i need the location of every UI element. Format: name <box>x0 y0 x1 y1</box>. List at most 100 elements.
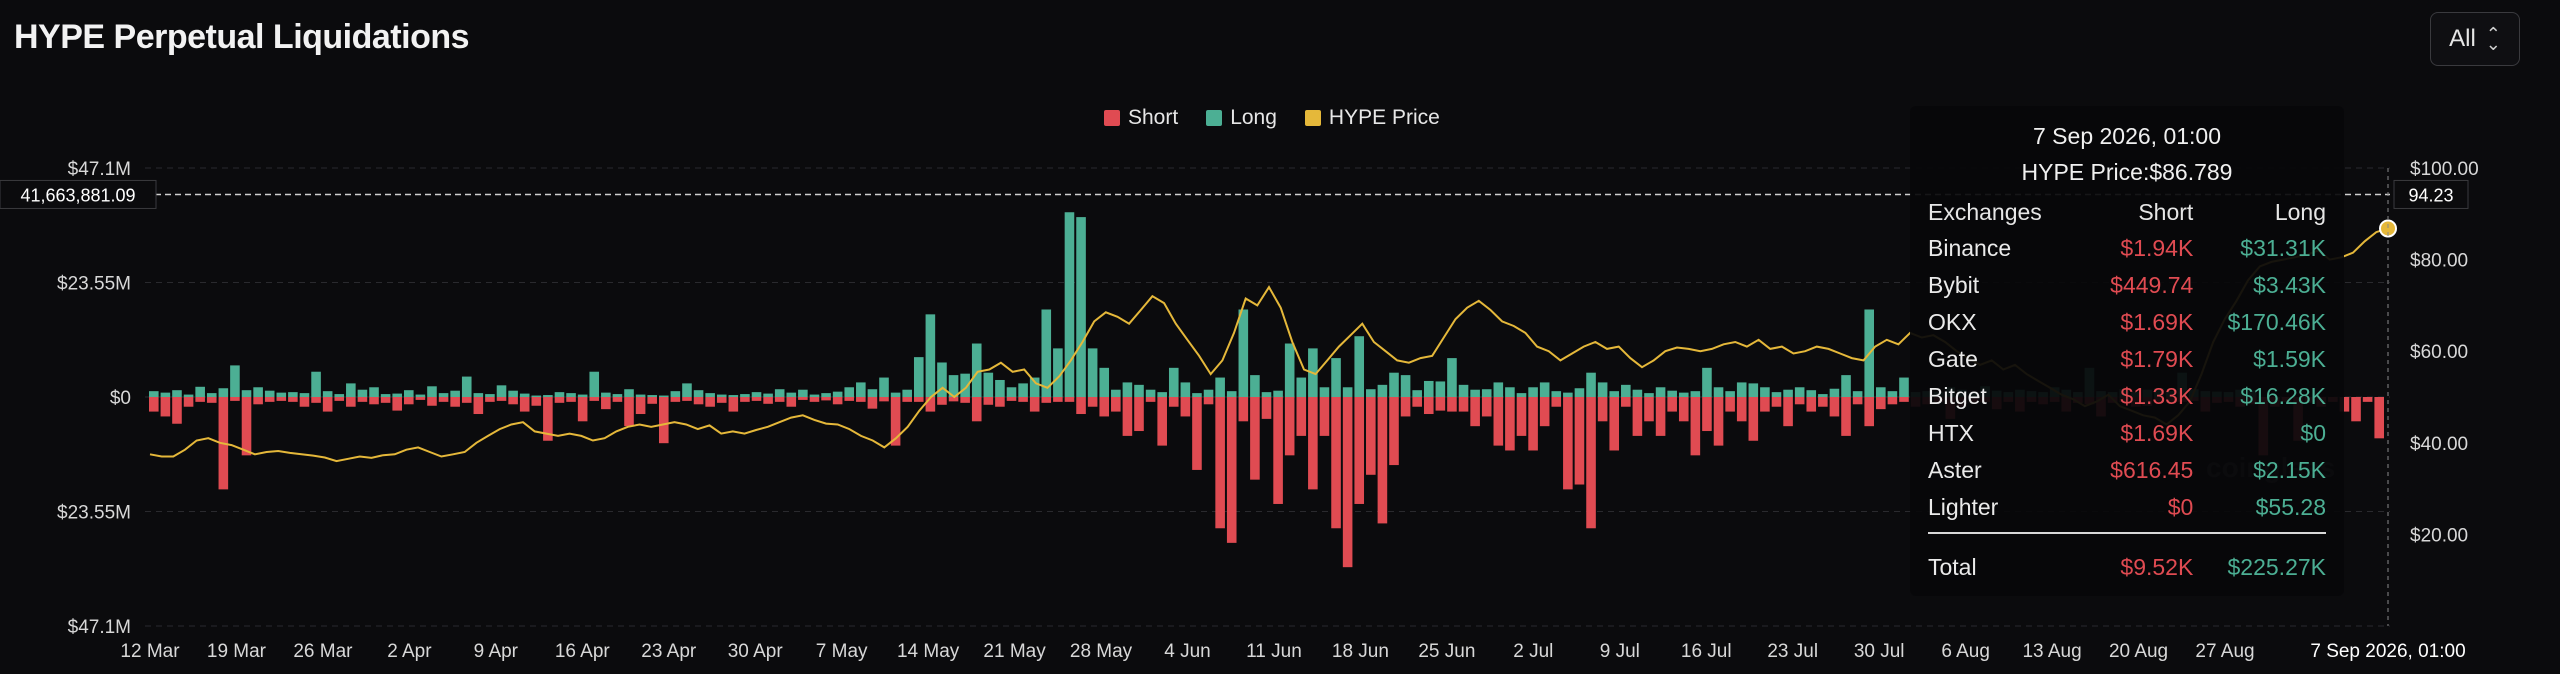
x-axis-tick: 16 Jul <box>1681 641 1732 662</box>
short-bar <box>427 397 437 406</box>
short-bar <box>299 397 310 407</box>
short-bar <box>1806 397 1817 412</box>
long-bar <box>253 387 263 397</box>
long-bar <box>1215 377 1225 397</box>
tooltip-row: Gate $1.79K $1.59K <box>1928 341 2326 378</box>
long-bar <box>1366 389 1376 397</box>
long-bar <box>1771 392 1782 397</box>
tooltip-cell-exchange: Binance <box>1928 235 2012 261</box>
short-bar <box>1829 397 1840 417</box>
legend-label: HYPE Price <box>1328 106 1440 129</box>
x-axis-tick: 9 Jul <box>1600 641 1640 662</box>
long-bar <box>1412 390 1422 397</box>
crosshair-right-value: 94.23 <box>2408 185 2453 205</box>
long-bar <box>496 385 507 397</box>
long-bar <box>1632 389 1643 397</box>
long-bar <box>658 395 669 397</box>
tooltip-cell-exchange: HTX <box>1928 420 1974 446</box>
left-axis-tick: $47.1M <box>68 159 131 180</box>
short-bar <box>635 397 646 415</box>
long-bar <box>1354 336 1365 397</box>
short-bar <box>496 397 507 401</box>
right-axis-tick: $60.00 <box>2410 342 2468 363</box>
long-bar <box>531 395 542 397</box>
long-bar <box>1203 389 1214 397</box>
short-bar <box>380 397 391 403</box>
short-bar <box>554 397 565 403</box>
short-bar <box>856 397 866 402</box>
short-bar <box>728 397 739 412</box>
long-bar <box>1041 309 1052 397</box>
long-bar <box>786 392 797 397</box>
short-bar <box>925 397 936 412</box>
long-bar <box>1539 382 1550 397</box>
long-bar <box>357 389 368 397</box>
long-bar <box>299 393 310 397</box>
long-bar <box>705 393 715 397</box>
legend-item-long[interactable]: Long <box>1206 106 1277 130</box>
long-bar <box>485 394 495 397</box>
long-bar <box>1760 387 1770 397</box>
long-bar <box>995 379 1005 397</box>
long-bar <box>322 391 333 397</box>
legend-item-short[interactable]: Short <box>1104 106 1178 130</box>
short-bar <box>1423 397 1434 415</box>
short-bar <box>844 397 855 401</box>
tooltip-cell-long: $31.31K <box>2240 235 2326 261</box>
long-bar <box>403 390 414 397</box>
short-bar <box>1771 397 1782 407</box>
tooltip-header-long: Long <box>2274 199 2326 225</box>
short-bar <box>1447 397 1457 412</box>
short-bar <box>415 397 426 400</box>
long-bar <box>149 391 159 397</box>
short-bar <box>960 397 970 403</box>
short-bar <box>1528 397 1538 451</box>
tooltip-cell-long: $0 <box>2300 420 2326 446</box>
range-select[interactable]: All ⌃ ⌄ <box>2430 12 2520 66</box>
short-bar <box>983 397 994 405</box>
long-bar <box>183 394 194 397</box>
short-bar <box>1887 397 1898 405</box>
long-bar <box>693 390 704 397</box>
x-axis-tick: 25 Jun <box>1418 641 1475 662</box>
short-bar <box>716 397 727 403</box>
crosshair-left-box <box>0 179 157 209</box>
short-bar <box>1134 397 1144 432</box>
long-bar <box>1551 391 1562 397</box>
long-bar <box>1736 382 1747 397</box>
long-bar <box>1238 309 1249 397</box>
short-bar <box>1284 397 1295 456</box>
legend-item-price[interactable]: HYPE Price <box>1304 106 1440 130</box>
tooltip-cell-exchange: Lighter <box>1928 494 1999 520</box>
short-bar <box>473 397 484 415</box>
short-bar <box>1412 397 1422 407</box>
long-bar <box>856 382 866 397</box>
tooltip-table: Exchanges Short Long Binance $1.94K $31.31… <box>1928 194 2326 586</box>
short-bar <box>1574 397 1585 485</box>
legend-label: Short <box>1128 106 1179 129</box>
range-select-value: All <box>2449 25 2476 52</box>
long-bar <box>1597 382 1608 397</box>
short-bar <box>1331 397 1341 529</box>
short-bar <box>1261 397 1272 419</box>
short-bar <box>1481 397 1492 417</box>
short-bar <box>1006 397 1017 401</box>
short-bar <box>346 397 356 407</box>
right-axis-tick: $100.00 <box>2410 159 2479 180</box>
short-bar <box>1215 397 1225 529</box>
short-bar <box>1586 397 1596 529</box>
long-bar <box>1122 382 1133 397</box>
long-bar <box>624 389 634 397</box>
tooltip-total-short: $9.52K <box>2120 554 2194 580</box>
tooltip-cell-short: $449.74 <box>2110 272 2194 298</box>
x-axis-tick: 26 Mar <box>293 641 353 662</box>
short-bar <box>1505 397 1515 451</box>
long-bar <box>612 394 623 397</box>
short-bar <box>1655 397 1666 436</box>
long-bar <box>1111 389 1121 397</box>
short-bar <box>763 397 773 404</box>
short-bar <box>1180 397 1191 417</box>
long-bar <box>1168 367 1179 397</box>
short-bar <box>798 397 808 400</box>
x-axis-tick: 13 Aug <box>2022 641 2081 662</box>
